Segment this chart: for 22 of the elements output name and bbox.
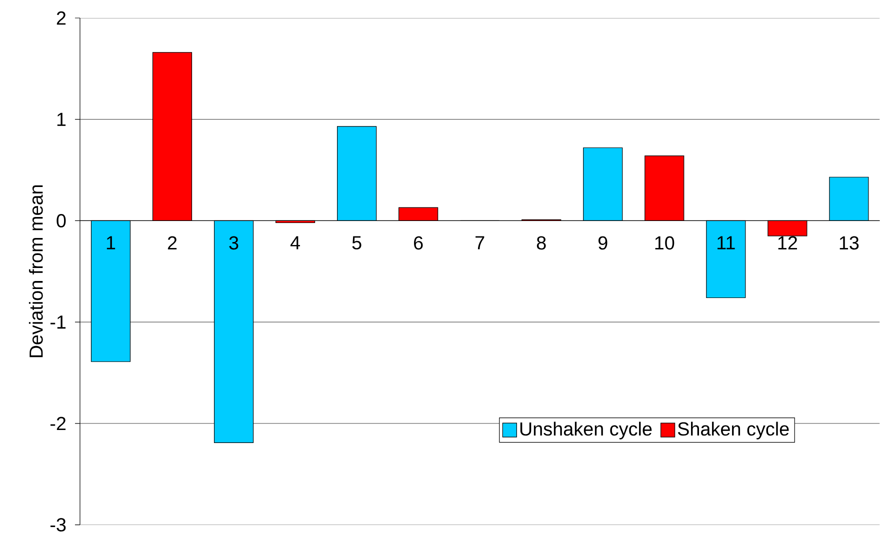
x-tick-label: 7 bbox=[476, 236, 484, 250]
y-axis-title: Deviation from mean bbox=[28, 185, 43, 358]
x-tick-label: 11 bbox=[718, 236, 735, 250]
x-tick-label: 6 bbox=[414, 236, 423, 250]
y-tick-label: -3 bbox=[50, 518, 66, 532]
y-tick-label: 1 bbox=[57, 112, 66, 126]
x-tick-label: 13 bbox=[840, 236, 859, 250]
x-tick-label: 10 bbox=[655, 236, 674, 250]
x-tick-label: 2 bbox=[168, 236, 177, 250]
legend-label: Unshaken cycle bbox=[520, 422, 652, 440]
x-tick-label: 1 bbox=[106, 236, 116, 250]
x-tick-label: 4 bbox=[290, 236, 300, 250]
y-tick-label: 2 bbox=[56, 11, 66, 25]
x-tick-label: 8 bbox=[536, 236, 546, 250]
y-tick-label: 0 bbox=[56, 214, 66, 228]
legend-label: Shaken cycle bbox=[678, 422, 789, 440]
y-tick-label: -1 bbox=[50, 316, 66, 329]
x-tick-label: 9 bbox=[598, 236, 608, 250]
y-tick-label: -2 bbox=[50, 416, 66, 430]
x-tick-label: 12 bbox=[778, 236, 797, 250]
x-tick-label: 5 bbox=[352, 236, 362, 250]
x-tick-label: 3 bbox=[229, 236, 238, 250]
